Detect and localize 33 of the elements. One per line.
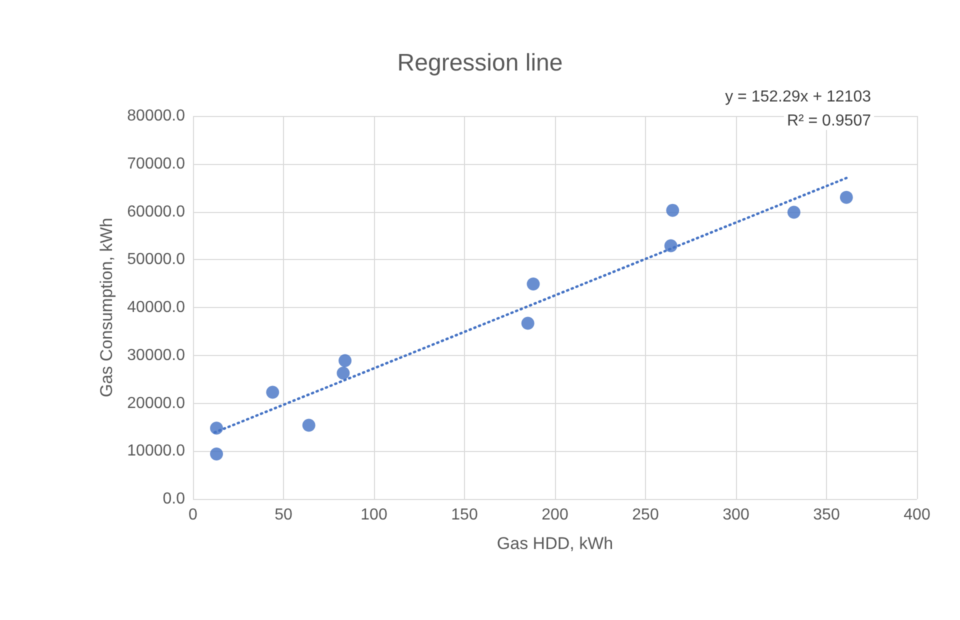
- x-tick-label: 250: [632, 506, 659, 524]
- point: [526, 278, 540, 291]
- point: [266, 386, 280, 399]
- text: y = 152.29x + 12103: [725, 88, 872, 106]
- x-tick-label: 50: [274, 506, 292, 524]
- y-tick-label: 60000.0: [127, 203, 186, 220]
- y-tick-label: 0.0: [162, 490, 186, 508]
- annotation: R² = 0.9507: [786, 112, 872, 130]
- point: [338, 354, 352, 368]
- point: [666, 204, 680, 217]
- y-tick-label: 10000.0: [127, 442, 186, 460]
- point: [336, 366, 350, 380]
- y-tick-label: 20000.0: [127, 394, 186, 412]
- x-tick-label: 150: [451, 506, 478, 524]
- point: [521, 316, 534, 330]
- point: [840, 190, 853, 204]
- x-tick-label: 100: [360, 506, 388, 524]
- point: [302, 418, 316, 432]
- y-tick-label: 70000.0: [127, 155, 186, 172]
- y-tick-label: 40000.0: [127, 299, 186, 316]
- y-tick-label: 80000.0: [127, 108, 186, 124]
- x-tick-label: 200: [542, 506, 568, 524]
- x-axis-title: Gas HDD, kWh: [496, 534, 614, 553]
- point: [210, 448, 224, 460]
- x-tick-label: 0: [188, 506, 198, 524]
- x-tick-label: 300: [722, 506, 750, 524]
- x-tick-label: 350: [813, 506, 840, 524]
- y-axis-title: Gas Consumption, kWh: [97, 218, 116, 398]
- point: [787, 206, 800, 219]
- y-tick-label: 30000.0: [127, 346, 186, 364]
- chart-title: Regression line: [397, 50, 563, 76]
- y-tick-label: 50000.0: [127, 251, 186, 268]
- x-tick-label: 400: [904, 506, 930, 524]
